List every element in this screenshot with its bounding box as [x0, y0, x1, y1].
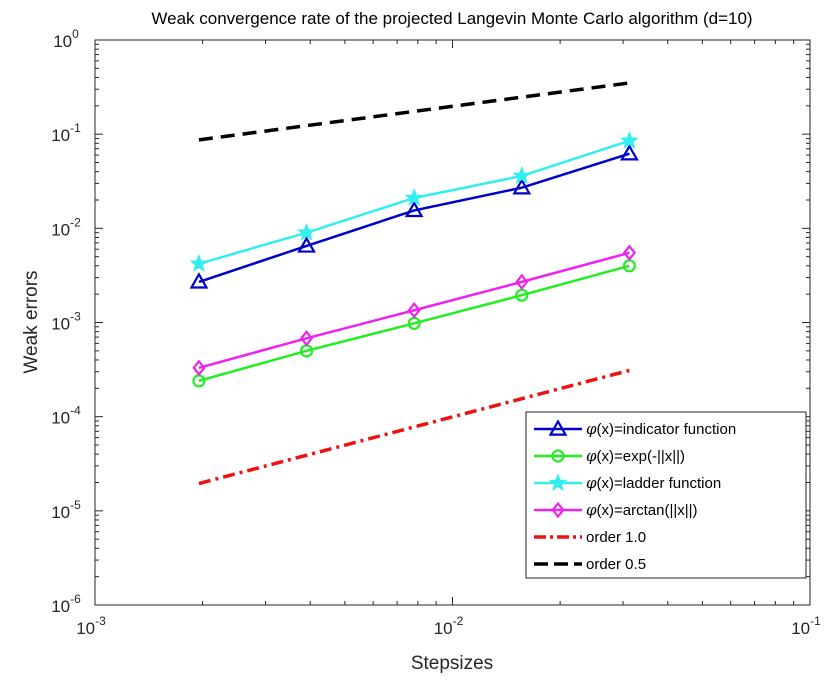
data-point-indicator — [189, 272, 209, 289]
legend-marker — [548, 419, 568, 436]
y-tick-label: 10-1 — [51, 121, 81, 145]
legend-box — [525, 411, 807, 579]
data-point-indicator — [297, 236, 316, 253]
series-line-arctan — [198, 251, 630, 370]
series-indicator — [189, 143, 639, 289]
chart-title: Weak convergence rate of the projected L… — [151, 9, 752, 28]
legend-entry-indicator: φ(x)=indicator function — [534, 419, 736, 438]
y-tick-label: 100 — [53, 27, 79, 51]
legend-entry-exp: φ(x)=exp(-||x||) — [534, 447, 685, 465]
data-point-arctan — [515, 273, 529, 291]
y-tick-label: 10-6 — [51, 592, 81, 616]
legend-marker — [548, 473, 568, 492]
legend-label: φ(x)=indicator function — [586, 420, 736, 438]
legend-entry-arctan: φ(x)=arctan(||x||) — [534, 501, 698, 519]
legend-label: order 1.0 — [586, 529, 646, 546]
series-line-indicator — [198, 152, 630, 284]
data-point-arctan — [192, 359, 206, 377]
legend: φ(x)=indicator function φ(x)=exp(-||x||) φ… — [525, 411, 807, 579]
series-marks — [189, 81, 639, 486]
data-point-arctan — [622, 244, 637, 262]
series-order05 — [198, 81, 630, 142]
data-point-indicator — [512, 177, 532, 195]
legend-entry-order05: order 0.5 — [534, 556, 646, 573]
x-axis-label: Stepsizes — [411, 653, 493, 674]
series-arctan — [192, 244, 637, 377]
data-point-ladder — [404, 188, 424, 207]
legend-label: φ(x)=ladder function — [586, 474, 721, 492]
data-point-ladder — [297, 222, 316, 241]
series-line-exp — [198, 264, 630, 383]
data-point-ladder — [619, 130, 639, 149]
series-line-order05 — [198, 81, 630, 142]
data-point-arctan — [299, 330, 314, 347]
y-tick-label: 10-2 — [51, 215, 81, 239]
y-axis-label: Weak errors — [21, 270, 42, 373]
y-tick-label: 10-3 — [51, 310, 81, 334]
y-tick-label: 10-5 — [51, 498, 81, 522]
data-point-indicator — [404, 200, 424, 218]
y-tick-label: 10-4 — [51, 404, 81, 428]
x-tick-label: 10-3 — [76, 614, 106, 638]
legend-entry-ladder: φ(x)=ladder function — [534, 473, 721, 492]
legend-entry-order1: order 1.0 — [534, 529, 646, 546]
data-point-ladder — [512, 166, 532, 184]
x-tick-label: 10-2 — [434, 614, 464, 638]
data-point-arctan — [407, 301, 421, 319]
data-point-indicator — [620, 143, 639, 161]
legend-label: φ(x)=exp(-||x||) — [586, 447, 685, 465]
x-tick-label: 10-1 — [791, 614, 821, 638]
legend-marker — [551, 501, 565, 519]
data-point-ladder — [189, 253, 209, 272]
legend-marker — [551, 449, 565, 463]
legend-label: φ(x)=arctan(||x||) — [586, 501, 698, 519]
series-ladder — [189, 130, 639, 272]
legend-label: order 0.5 — [586, 556, 646, 573]
